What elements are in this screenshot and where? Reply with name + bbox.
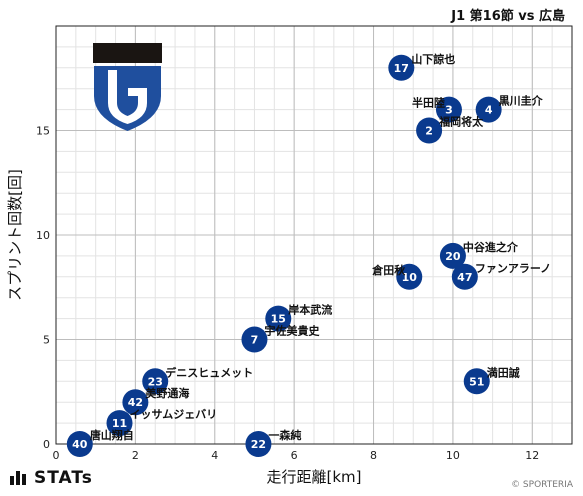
point-label: デニスヒュメット — [165, 365, 253, 379]
point-label: 美野通海 — [145, 386, 189, 400]
x-tick-label: 4 — [211, 449, 218, 462]
point-number: 42 — [128, 396, 143, 409]
axis-ticks: 0 2 4 6 8 10 12 0 5 10 15 — [36, 125, 539, 463]
point-label: ファンアラーノ — [475, 262, 551, 275]
y-tick-label: 10 — [36, 229, 50, 242]
y-axis-label: スプリント回数[回] — [6, 169, 24, 301]
point-marker — [463, 368, 490, 395]
y-tick-label: 5 — [43, 334, 50, 347]
point-label: 山下諒也 — [411, 52, 455, 66]
point-number: 22 — [251, 438, 266, 451]
point-marker — [475, 96, 502, 123]
point-number: 47 — [457, 271, 472, 284]
point-number: 7 — [251, 334, 259, 347]
point-label: 福岡将太 — [438, 115, 484, 129]
point-marker — [388, 54, 415, 81]
team-crest-logo — [93, 43, 162, 131]
point-marker — [265, 305, 292, 332]
stats-brand-text: STATs — [34, 468, 93, 488]
point-marker — [416, 117, 443, 144]
stats-bars-icon — [10, 470, 28, 490]
point-marker — [122, 389, 149, 416]
point-marker — [241, 326, 268, 353]
point-label: 黒川圭介 — [499, 94, 544, 108]
point-label: 宇佐美貴史 — [264, 324, 320, 338]
point-label: 唐山翔自 — [90, 428, 134, 442]
point-label: 岸本武流 — [288, 303, 332, 317]
x-tick-label: 10 — [446, 449, 460, 462]
point-label: イッサムジェバリ — [130, 408, 218, 421]
point-number: 3 — [445, 104, 453, 117]
point-label: 一森純 — [268, 428, 301, 442]
point-marker — [142, 368, 169, 395]
point-marker — [396, 263, 423, 290]
y-tick-label: 0 — [43, 438, 50, 451]
point-marker — [435, 96, 462, 123]
point-number: 15 — [271, 313, 286, 326]
point-number: 23 — [148, 375, 163, 388]
point-marker — [106, 410, 133, 437]
player-point: 7 宇佐美貴史 — [241, 324, 320, 353]
y-tick-label: 15 — [36, 125, 50, 138]
stats-brand: STATs — [10, 468, 93, 490]
point-marker — [439, 242, 466, 269]
player-point: 4 黒川圭介 — [475, 94, 544, 123]
point-number: 4 — [485, 104, 493, 117]
crest-top-bar — [93, 43, 162, 63]
point-number: 10 — [402, 271, 418, 284]
point-marker — [451, 263, 478, 290]
point-number: 20 — [445, 250, 461, 263]
point-number: 11 — [112, 417, 127, 430]
point-marker — [245, 431, 272, 457]
point-number: 40 — [72, 438, 88, 451]
crest-g-mark — [108, 70, 147, 124]
point-number: 2 — [425, 125, 433, 138]
point-marker — [66, 431, 93, 457]
point-label: 半田陸 — [412, 96, 445, 110]
copyright: © SPORTERIA — [511, 480, 573, 490]
point-number: 51 — [469, 375, 484, 388]
x-tick-label: 8 — [370, 449, 377, 462]
chart-title: J1 第16節 vs 広島 — [451, 9, 565, 24]
x-tick-label: 12 — [525, 449, 539, 462]
x-tick-label: 6 — [291, 449, 298, 462]
plot-area-frame — [55, 25, 573, 445]
player-point: 2 福岡将太 — [416, 115, 484, 144]
point-label: 満田誠 — [487, 365, 520, 379]
point-number: 17 — [394, 62, 409, 75]
point-label: 中谷進之介 — [463, 240, 519, 254]
x-tick-label: 2 — [132, 449, 139, 462]
x-tick-label: 0 — [53, 449, 60, 462]
point-label: 倉田秋 — [371, 263, 406, 277]
x-axis-label: 走行距離[km] — [266, 468, 361, 486]
